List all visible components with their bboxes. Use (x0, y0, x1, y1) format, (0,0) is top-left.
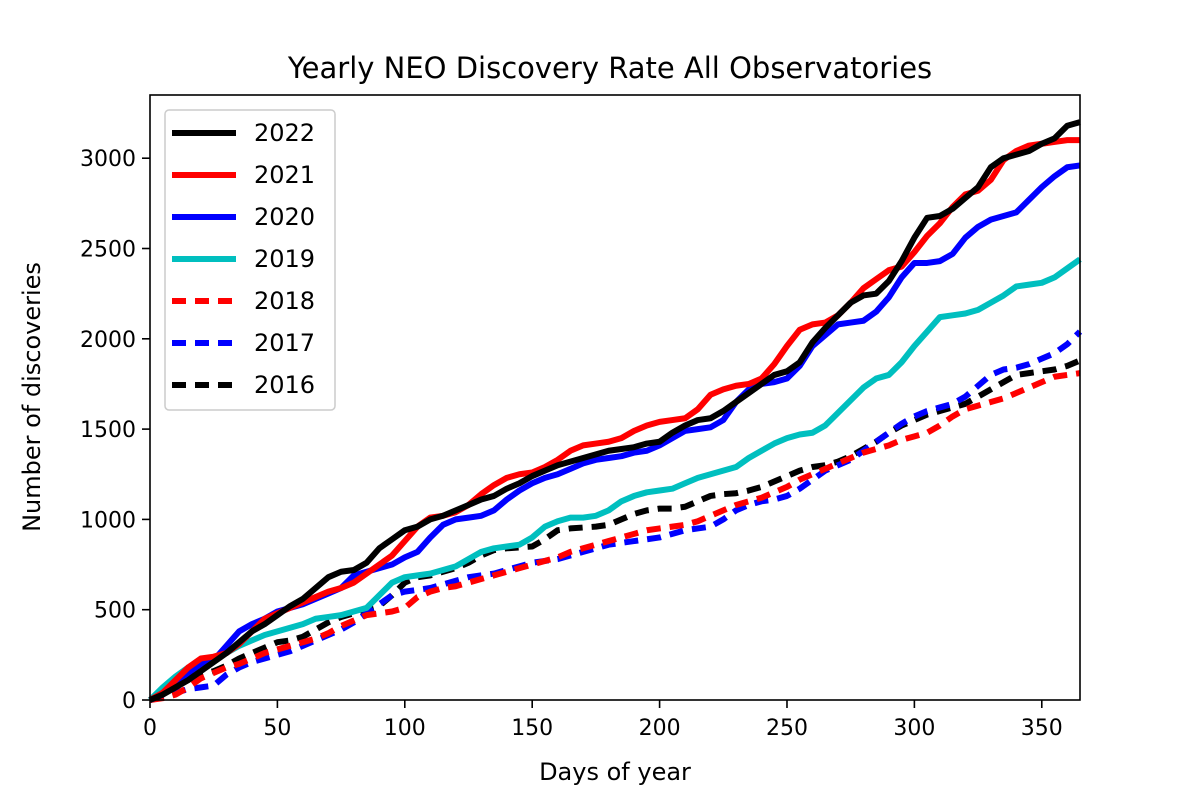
legend-label-2020: 2020 (254, 203, 315, 231)
y-axis-label: Number of discoveries (18, 262, 46, 532)
legend-box (164, 109, 336, 411)
x-tick-label: 0 (143, 716, 157, 741)
series-line-2022 (148, 119, 1081, 703)
chart-title: Yearly NEO Discovery Rate All Observator… (287, 51, 932, 85)
plot-frame (149, 94, 1081, 701)
legend-label-2018: 2018 (254, 287, 315, 315)
x-axis-ticks: 0 50 100 150 200 250 300 350 (143, 700, 1063, 741)
y-tick-label: 1000 (80, 508, 136, 533)
series-line-2021 (148, 137, 1080, 703)
x-tick-label: 300 (893, 716, 935, 741)
legend: 2022 2021 2020 2019 2018 2017 2016 (164, 109, 336, 411)
series-line-2018 (149, 370, 1081, 703)
series-line-2017 (149, 329, 1083, 703)
legend-label-2016: 2016 (254, 371, 315, 399)
y-tick-label: 2500 (80, 238, 136, 263)
x-tick-label: 150 (511, 716, 553, 741)
series-layer (147, 119, 1083, 703)
legend-label-2019: 2019 (254, 245, 315, 273)
series-line-2016 (148, 357, 1082, 703)
legend-label-2021: 2021 (254, 161, 315, 189)
x-tick-label: 100 (384, 716, 426, 741)
x-axis-label: Days of year (539, 758, 691, 786)
legend-label-2017: 2017 (254, 329, 315, 357)
y-tick-label: 1500 (80, 418, 136, 443)
y-axis-ticks: 0 500 1000 1500 2000 2500 3000 (80, 147, 150, 714)
x-tick-label: 350 (1021, 716, 1063, 741)
y-tick-label: 500 (94, 599, 136, 624)
legend-label-2022: 2022 (254, 119, 315, 147)
x-tick-label: 200 (639, 716, 681, 741)
x-tick-label: 250 (766, 716, 808, 741)
x-tick-label: 50 (263, 716, 291, 741)
y-tick-label: 2000 (80, 328, 136, 353)
y-tick-label: 3000 (80, 147, 136, 172)
y-tick-label: 0 (122, 689, 136, 714)
series-line-2019 (147, 256, 1082, 703)
